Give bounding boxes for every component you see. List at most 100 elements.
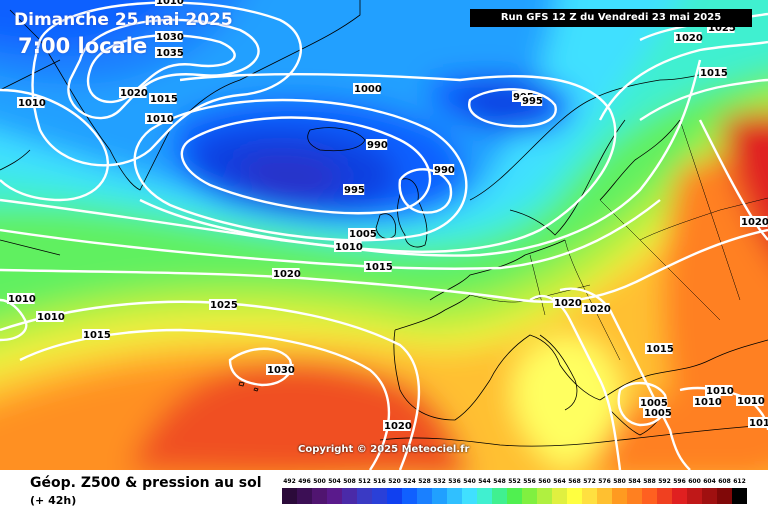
isobar-label-bg [674,32,702,43]
legend-swatch [312,488,327,504]
legend-swatch [657,488,672,504]
isobar-label: 1035 [156,48,184,59]
legend-swatch [597,488,612,504]
isobar-label-bg [433,164,455,175]
isobar-labels: 1030103510201015101010101010100099599599… [7,0,768,432]
legend-swatch [417,488,432,504]
legend-swatch [387,488,402,504]
isobar-label: 1020 [583,304,611,315]
legend-value: 516 [373,478,386,485]
isobar-label-bg [348,228,376,239]
isobar-label: 1010 [156,0,184,7]
legend-value: 512 [358,478,371,485]
isobar-label-bg [145,113,173,124]
legend-value: 520 [388,478,401,485]
isobar-label: 1015 [365,262,393,273]
legend-swatch [342,488,357,504]
isobar-label: 1010 [737,396,765,407]
isobar-label-bg [383,420,411,431]
isobar-label: 1020 [675,33,703,44]
legend-swatch [687,488,702,504]
isobar-label: 1010 [749,418,768,429]
isobar-label-bg [707,22,735,33]
isobar-label-bg [17,97,45,108]
isobar-label: 1005 [349,229,377,240]
isobar-label-bg [272,268,300,279]
forecast-time: 7:00 locale [18,34,148,58]
isobar-label: 1020 [384,421,412,432]
legend-value: 572 [583,478,596,485]
geopotential-field [0,0,768,470]
isobar-label-bg [155,0,183,6]
isobar-label-bg [119,87,147,98]
isobar-label-bg [582,303,610,314]
isobar-label-bg [521,95,543,106]
isobar-label-bg [693,396,721,407]
isobar-label-bg [82,329,110,340]
legend-swatch [537,488,552,504]
forecast-date: Dimanche 25 mai 2025 [14,10,233,30]
legend-value: 604 [703,478,716,485]
legend-value: 584 [628,478,641,485]
isobar-label-bg [643,407,671,418]
isobar-label-bg [266,364,294,375]
isobar-label: 1005 [640,398,668,409]
legend-swatch [612,488,627,504]
isobar-label-bg [645,343,673,354]
isobar-label: 1020 [554,298,582,309]
legend-swatch [702,488,717,504]
legend-swatch [492,488,507,504]
isobar-label-bg [364,261,392,272]
weather-map: 1030103510201015101010101010100099599599… [0,0,768,470]
isobar-label: 1015 [150,94,178,105]
isobar-label: 1020 [273,269,301,280]
isobar-label: 1010 [8,294,36,305]
color-legend: 492 496 500 504 508 512 516 520 524 528 532 536 540 5… [282,478,752,506]
parameter-title: Géop. Z500 & pression au sol [30,475,262,491]
legend-value: 592 [658,478,671,485]
isobar-label: 1010 [694,397,722,408]
legend-swatch [327,488,342,504]
legend-swatch [297,488,312,504]
coastlines [0,0,768,447]
legend-value: 500 [313,478,326,485]
isobar-label: 1010 [706,386,734,397]
isobar-label-bg [7,293,35,304]
isobar-label-bg [699,67,727,78]
isobar-label-bg [736,395,764,406]
isobar-label: 1010 [18,98,46,109]
legend-value: 536 [448,478,461,485]
legend-swatch [432,488,447,504]
legend-value: 596 [673,478,686,485]
isobar-label-bg [36,311,64,322]
legend-value: 496 [298,478,311,485]
legend-value: 568 [568,478,581,485]
legend-value: 552 [508,478,521,485]
legend-value: 600 [688,478,701,485]
isobar-label: 1010 [335,242,363,253]
isobar-label-bg [353,83,381,94]
legend-swatch [627,488,642,504]
isobar-label: 1025 [708,23,736,34]
legend-swatch [477,488,492,504]
legend-swatch [582,488,597,504]
legend-swatch [642,488,657,504]
legend-swatch [717,488,732,504]
isobar-label: 1005 [644,408,672,419]
isobar-label: 1015 [700,68,728,79]
isobar-label: 1015 [646,344,674,355]
isobar-label-bg [553,297,581,308]
map-canvas: 1030103510201015101010101010100099599599… [0,0,768,470]
copyright: Copyright © 2025 Meteociel.fr [298,444,470,455]
isobar-label-bg [748,417,768,428]
legend-value: 504 [328,478,341,485]
legend-value: 508 [343,478,356,485]
legend-value: 492 [283,478,296,485]
isobar-label: 1020 [120,88,148,99]
legend-swatch [282,488,297,504]
legend-value: 544 [478,478,491,485]
isobar-label-bg [334,241,362,252]
isobar-label: 1000 [354,84,382,95]
isobar-label: 1015 [83,330,111,341]
isobar-label: 995 [522,96,543,107]
